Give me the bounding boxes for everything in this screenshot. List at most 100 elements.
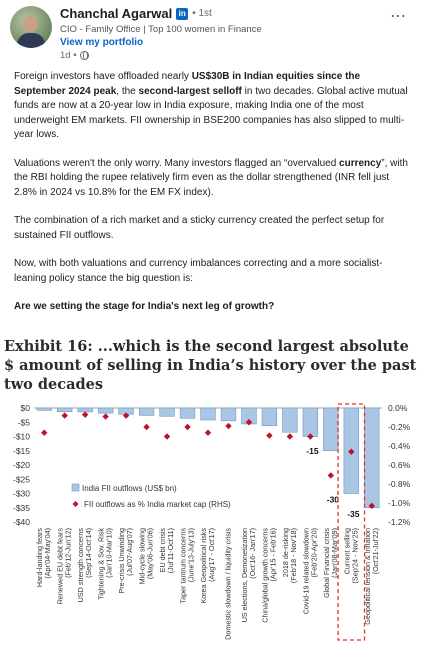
bold-text-run: Are we setting the stage for India's nex… <box>14 301 275 312</box>
text-run: The combination of a rich market and a s… <box>14 215 385 241</box>
pct-marker <box>307 433 314 440</box>
post-paragraph: Now, with both valuations and currency i… <box>14 257 409 286</box>
bar <box>159 407 175 417</box>
pct-marker <box>266 432 273 439</box>
pct-marker <box>143 423 150 431</box>
bar-value-label: -35 <box>347 509 360 519</box>
y-tick-label-right: -1.2% <box>388 517 411 527</box>
legend-bar-label: India FII outflows (US$ bn) <box>82 484 177 493</box>
bar <box>77 407 93 413</box>
connection-degree: • 1st <box>192 8 212 19</box>
pct-marker <box>81 411 89 418</box>
text-run: Now, with both valuations and currency i… <box>14 258 383 284</box>
legend-bar-swatch <box>71 483 80 492</box>
more-dots-icon[interactable]: ⋯ <box>390 8 407 25</box>
text-run: Foreign investors have offloaded nearly <box>14 71 192 82</box>
pct-marker <box>61 412 68 419</box>
bar <box>36 407 52 411</box>
bold-text-run: currency <box>339 157 382 169</box>
y-tick-label-right: -0.4% <box>388 441 411 451</box>
x-tick-label: Renewed EU debt fears(Feb'12-Jun'12) <box>56 528 73 605</box>
bar <box>179 407 196 419</box>
bar <box>364 407 380 509</box>
pct-marker <box>348 448 355 455</box>
y-tick-label-left: -$35 <box>13 503 30 513</box>
author-name-line: Chanchal Agarwal in • 1st <box>60 6 212 21</box>
y-tick-label-right: -1.0% <box>388 498 411 508</box>
linkedin-premium-icon: in <box>176 7 189 20</box>
exhibit-title: Exhibit 16: ...which is the second large… <box>4 338 417 393</box>
bar-value-label: -30 <box>327 495 340 505</box>
x-tick-label: Taper tantrum concerns(June'13-July'13) <box>179 528 196 604</box>
x-tick-label: EU debt crisis(Jul'11-Oct'11) <box>158 528 175 574</box>
bar <box>138 407 155 416</box>
x-tick-label: Current selling(Sep'24 - Nov'25) <box>342 528 359 583</box>
pct-marker <box>225 422 232 430</box>
x-tick-label: US elections, Demonetization(Oct'16- Jan… <box>240 528 257 622</box>
pct-marker <box>245 419 253 426</box>
bar <box>57 407 73 413</box>
y-tick-label-right: 0.0% <box>388 403 408 413</box>
y-tick-label-left: -$10 <box>13 432 30 442</box>
y-tick-label-left: -$15 <box>13 446 30 456</box>
bar <box>200 407 216 421</box>
author-avatar[interactable] <box>10 6 52 48</box>
y-tick-label-left: -$20 <box>13 460 30 470</box>
x-tick-label: Covid-19 related slowdown(Feb'20-Apr'20) <box>301 528 318 614</box>
text-run: Valuations weren't the only worry. Many … <box>14 157 340 169</box>
post-time: 1d • <box>60 50 89 61</box>
y-tick-label-left: $0 <box>21 403 31 413</box>
x-tick-label: Geopolitical tension & Inflation(Oct'21-… <box>363 528 380 625</box>
post-question: Are we setting the stage for India's nex… <box>14 300 409 315</box>
x-tick-label: USD strength concerns(Sep'14-Oct'14) <box>76 528 93 603</box>
pct-marker <box>122 412 130 419</box>
x-tick-label: Global Financial crisis(Jan'08-Mar'09) <box>322 528 339 598</box>
x-tick-label: Korea Geopolitical risks(Aug'17 - Oct'17… <box>199 528 216 604</box>
bar <box>302 407 319 437</box>
bold-text-run: US$30B in Indian equities since the Sept… <box>14 71 361 97</box>
pct-marker <box>286 433 294 440</box>
pct-marker <box>184 423 191 431</box>
x-tick-label: Mid-cycle slowing(May'06-Jun'06) <box>138 528 155 584</box>
y-tick-label-left: -$40 <box>13 517 30 527</box>
x-tick-label: China/global growth concerns(Apr'15 - Fe… <box>260 528 277 623</box>
portfolio-link[interactable]: View my portfolio <box>60 37 144 48</box>
bar <box>220 407 237 422</box>
highlight-box <box>337 403 366 641</box>
x-tick-label: 2018 de-risking(Feb'18 - Nov'18) <box>281 528 298 583</box>
x-tick-label: Hard-landing fears(Apr'04-May'04) <box>35 528 52 588</box>
bold-text-run: second-largest selloff <box>138 85 242 97</box>
post-paragraph: The combination of a rich market and a s… <box>14 214 409 243</box>
pct-marker <box>327 472 335 479</box>
y-tick-label-left: -$5 <box>18 417 31 427</box>
bar <box>261 407 278 426</box>
x-tick-label: Pre-crisis Unwinding(Jul'07-Aug'07) <box>117 528 134 594</box>
post-header: Chanchal Agarwal in • 1st CIO - Family O… <box>0 0 421 64</box>
pct-marker <box>163 433 171 440</box>
x-tick-label: Domestic slowdown / liquidity crisis <box>223 528 232 640</box>
y-tick-label-right: -0.2% <box>388 422 411 432</box>
legend-marker-swatch <box>72 501 79 507</box>
legend-marker-label: FII outflows as % India market cap (RHS) <box>84 500 231 509</box>
fii-outflows-chart: $0 -$5 -$10 -$15 -$20 -$25 -$30 -$35 -$40 0.0% -0.… <box>13 403 411 641</box>
pct-marker <box>368 502 375 510</box>
text-run: ”, with the RBI holding the rupee relati… <box>14 157 408 198</box>
y-tick-label-right: -0.6% <box>388 460 411 470</box>
bar <box>282 407 298 433</box>
bar-value-label: -15 <box>306 446 319 456</box>
pct-marker <box>102 413 109 420</box>
text-run: in two decades. Global active mutual fun… <box>14 85 408 141</box>
y-tick-label-left: -$30 <box>13 489 30 499</box>
author-headline: CIO - Family Office | Top 100 women in F… <box>60 24 262 35</box>
text-run: , the <box>116 85 139 97</box>
author-name[interactable]: Chanchal Agarwal <box>60 6 173 21</box>
bar <box>97 407 114 414</box>
pct-marker <box>41 429 48 436</box>
post-paragraph: Valuations weren't the only worry. Many … <box>14 157 409 201</box>
y-tick-label-left: -$25 <box>13 474 30 484</box>
pct-marker <box>204 429 212 436</box>
y-tick-label-right: -0.8% <box>388 479 411 489</box>
post-paragraph: Foreign investors have offloaded nearly … <box>14 70 409 143</box>
bar <box>323 407 339 452</box>
globe-icon <box>79 51 89 60</box>
